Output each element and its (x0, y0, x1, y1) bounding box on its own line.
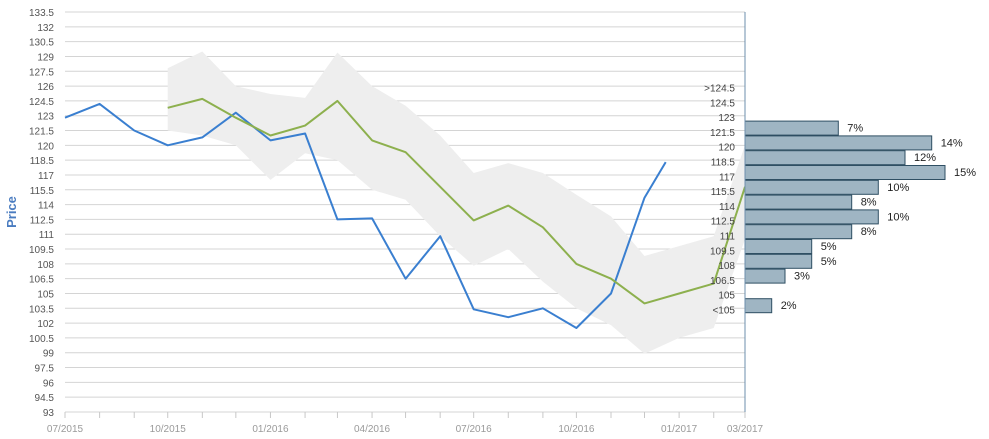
x-tick-label: 04/2016 (354, 424, 391, 435)
histogram-bin-label: 109.5 (710, 246, 735, 257)
y-tick-label: 106.5 (29, 275, 54, 286)
x-tick-label: 10/2016 (558, 424, 595, 435)
axes: 133.5 132 130.5 129 127.5 126 124.5 123 121.5 120… (4, 8, 764, 435)
y-tick-label: 129 (37, 52, 54, 63)
series-line-2 (167, 97, 746, 305)
histogram-percent-label: 12% (914, 152, 936, 164)
y-tick-label: 111 (39, 230, 55, 241)
x-tick-label: 01/2017 (661, 424, 698, 435)
histogram-percent-label: 5% (821, 241, 837, 253)
y-tick-label: 123 (37, 112, 54, 123)
y-tick-label: 130.5 (29, 38, 54, 49)
y-tick-label: 126 (37, 82, 54, 93)
histogram-bin-label: 123 (718, 113, 735, 124)
histogram-bin-label: 117 (719, 172, 735, 183)
histogram-bar (744, 268, 786, 284)
histogram-bin-label: <105 (712, 306, 735, 317)
y-tick-label: 127.5 (29, 67, 54, 78)
histogram-percent-label: 3% (794, 271, 810, 283)
histogram-bin-label: 105 (718, 291, 735, 302)
histogram-bin-label: 111 (720, 232, 736, 243)
histogram-percent-label: 10% (887, 211, 909, 223)
histogram-bin-label: 114 (719, 202, 735, 213)
y-tick-label: 121.5 (29, 127, 54, 138)
series-line-1 (64, 102, 667, 329)
histogram-bar (744, 224, 853, 240)
y-tick-label: 94.5 (35, 393, 55, 404)
histogram-bar (744, 239, 813, 254)
x-tick-label: 10/2015 (150, 424, 187, 435)
y-axis-title: Price (4, 196, 19, 228)
histogram-percent-label: 2% (781, 300, 797, 312)
histogram-percent-label: 14% (941, 137, 963, 149)
y-tick-label: 103.5 (29, 304, 54, 315)
histogram-percent-label: 5% (821, 256, 837, 268)
y-tick-label: 99 (43, 349, 55, 360)
x-tick-label: 07/2015 (47, 424, 84, 435)
histogram-bin-label: 124.5 (710, 98, 735, 109)
histogram-bar (744, 253, 813, 269)
histogram-bar (744, 298, 773, 314)
y-tick-label: 118.5 (30, 156, 55, 167)
y-tick-label: 93 (43, 408, 55, 419)
histogram-percent-label: 10% (887, 182, 909, 194)
histogram-bar (744, 209, 879, 225)
y-tick-label: 115.5 (30, 186, 55, 197)
y-tick-label: 114 (38, 201, 54, 212)
x-tick-label: 01/2016 (252, 424, 289, 435)
histogram-percent-label: 15% (954, 167, 976, 179)
histogram-percent-label: 7% (847, 123, 863, 135)
x-tick-label: 07/2016 (456, 424, 493, 435)
y-tick-label: 124.5 (29, 97, 54, 108)
histogram-bar (744, 150, 906, 166)
histogram-bin-label: 118.5 (711, 158, 736, 169)
histogram-bar (744, 194, 853, 210)
y-tick-label: 97.5 (35, 364, 55, 375)
histogram-bin-label: 112.5 (711, 217, 736, 228)
histogram-bin-label: 106.5 (710, 276, 735, 287)
y-tick-label: 105 (37, 289, 54, 300)
y-tick-label: 96 (43, 378, 55, 389)
y-tick-label: 112.5 (30, 215, 55, 226)
y-tick-label: 133.5 (29, 8, 54, 19)
histogram-bar (744, 120, 839, 136)
histogram-percent-label: 8% (861, 197, 877, 209)
histogram-bar (744, 135, 933, 151)
y-tick-label: 120 (37, 141, 54, 152)
y-tick-label: 100.5 (29, 334, 54, 345)
y-tick-label: 102 (37, 319, 54, 330)
histogram-percent-label: 8% (861, 226, 877, 238)
histogram-bin-label: 120 (718, 143, 735, 154)
histogram-bin-label: 108 (718, 261, 735, 272)
y-tick-label: 108 (37, 260, 54, 271)
y-tick-label: 109.5 (29, 245, 54, 256)
histogram-bar (744, 179, 879, 195)
x-tick-label: 03/2017 (727, 424, 764, 435)
y-tick-label: 132 (37, 23, 54, 34)
y-tick-label: 117 (38, 171, 54, 182)
histogram-bin-label: 115.5 (711, 187, 736, 198)
histogram-bar (744, 165, 946, 180)
series-group (64, 97, 746, 329)
histogram-bin-label: 121.5 (710, 128, 735, 139)
histogram-bin-label: >124.5 (704, 84, 735, 95)
